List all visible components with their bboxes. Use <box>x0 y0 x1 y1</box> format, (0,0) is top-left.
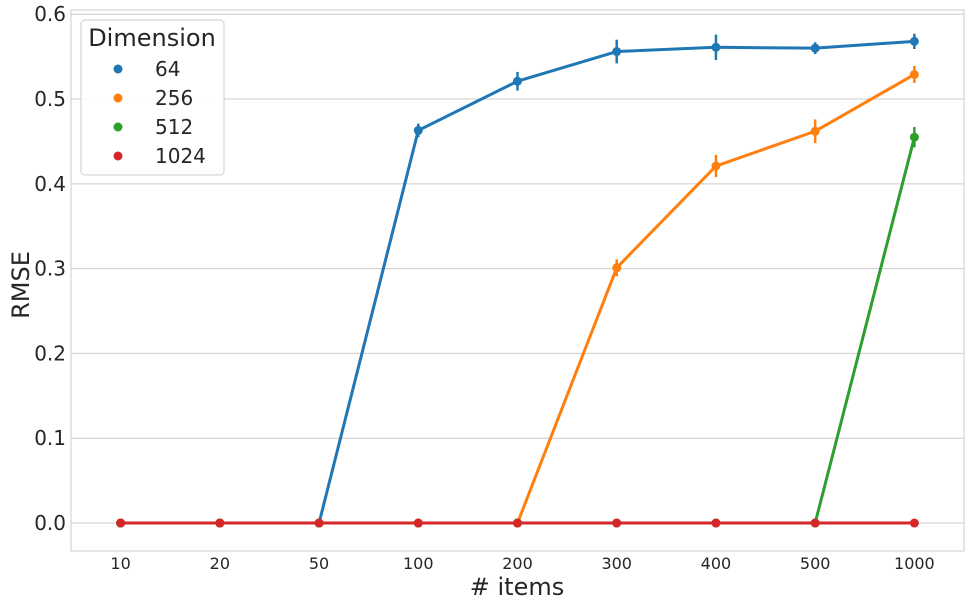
series-1024 <box>116 518 919 528</box>
data-point <box>215 518 225 528</box>
x-tick-label: 20 <box>210 554 230 573</box>
series-256 <box>116 65 919 528</box>
y-tick-label: 0.1 <box>34 426 66 450</box>
data-point <box>909 132 919 142</box>
x-tick-label: 300 <box>601 554 632 573</box>
data-point <box>116 518 126 528</box>
legend-box <box>80 19 225 176</box>
x-axis-label: # items <box>470 573 564 601</box>
y-tick-label: 0.5 <box>34 87 66 111</box>
legend-marker <box>113 151 123 161</box>
y-axis-label: RMSE <box>7 251 35 319</box>
data-point <box>810 518 820 528</box>
y-tick-label: 0.0 <box>34 511 66 535</box>
series-line <box>119 72 916 525</box>
data-point <box>909 518 919 528</box>
series-64 <box>116 33 919 528</box>
data-point <box>513 518 522 528</box>
data-point <box>909 69 919 79</box>
x-tick-label: 200 <box>502 554 533 573</box>
legend-label: 512 <box>155 115 193 139</box>
legend-marker <box>113 64 123 74</box>
data-point <box>711 161 721 171</box>
series-layer <box>116 33 919 528</box>
legend-label: 64 <box>155 57 180 81</box>
y-tick-labels: 0.0 0.1 0.2 0.3 0.4 0.5 0.6 <box>34 2 66 535</box>
y-tick-label: 0.6 <box>34 2 66 26</box>
legend-label: 256 <box>155 86 193 110</box>
data-point <box>314 518 324 528</box>
plot-frame <box>70 9 965 552</box>
data-point <box>612 47 622 57</box>
y-tick-label: 0.3 <box>34 257 66 281</box>
series-line <box>119 39 916 525</box>
legend: Dimension 64 256 512 1024 <box>80 19 225 176</box>
y-tick-label: 0.4 <box>34 172 66 196</box>
data-point <box>513 76 522 86</box>
data-point <box>413 518 423 528</box>
legend-items: 64 256 512 1024 <box>113 57 206 168</box>
legend-title: Dimension <box>88 24 216 52</box>
y-tick-label: 0.2 <box>34 341 66 365</box>
series-line <box>119 135 916 525</box>
data-point <box>810 126 820 136</box>
x-tick-label: 400 <box>701 554 732 573</box>
data-point <box>711 42 721 52</box>
x-tick-labels: 10 20 50 100 200 300 400 500 1000 <box>110 554 934 573</box>
data-point <box>810 43 820 53</box>
x-tick-label: 100 <box>403 554 434 573</box>
legend-marker <box>113 122 123 132</box>
legend-marker <box>113 93 123 103</box>
data-point <box>612 518 622 528</box>
legend-label: 1024 <box>155 144 206 168</box>
x-tick-label: 1000 <box>894 554 935 573</box>
data-point <box>909 36 919 46</box>
data-point <box>413 125 423 135</box>
x-tick-label: 50 <box>309 554 329 573</box>
data-point <box>711 518 721 528</box>
x-tick-label: 500 <box>800 554 831 573</box>
x-tick-label: 10 <box>110 554 130 573</box>
series-512 <box>116 127 919 528</box>
data-point <box>612 263 622 273</box>
